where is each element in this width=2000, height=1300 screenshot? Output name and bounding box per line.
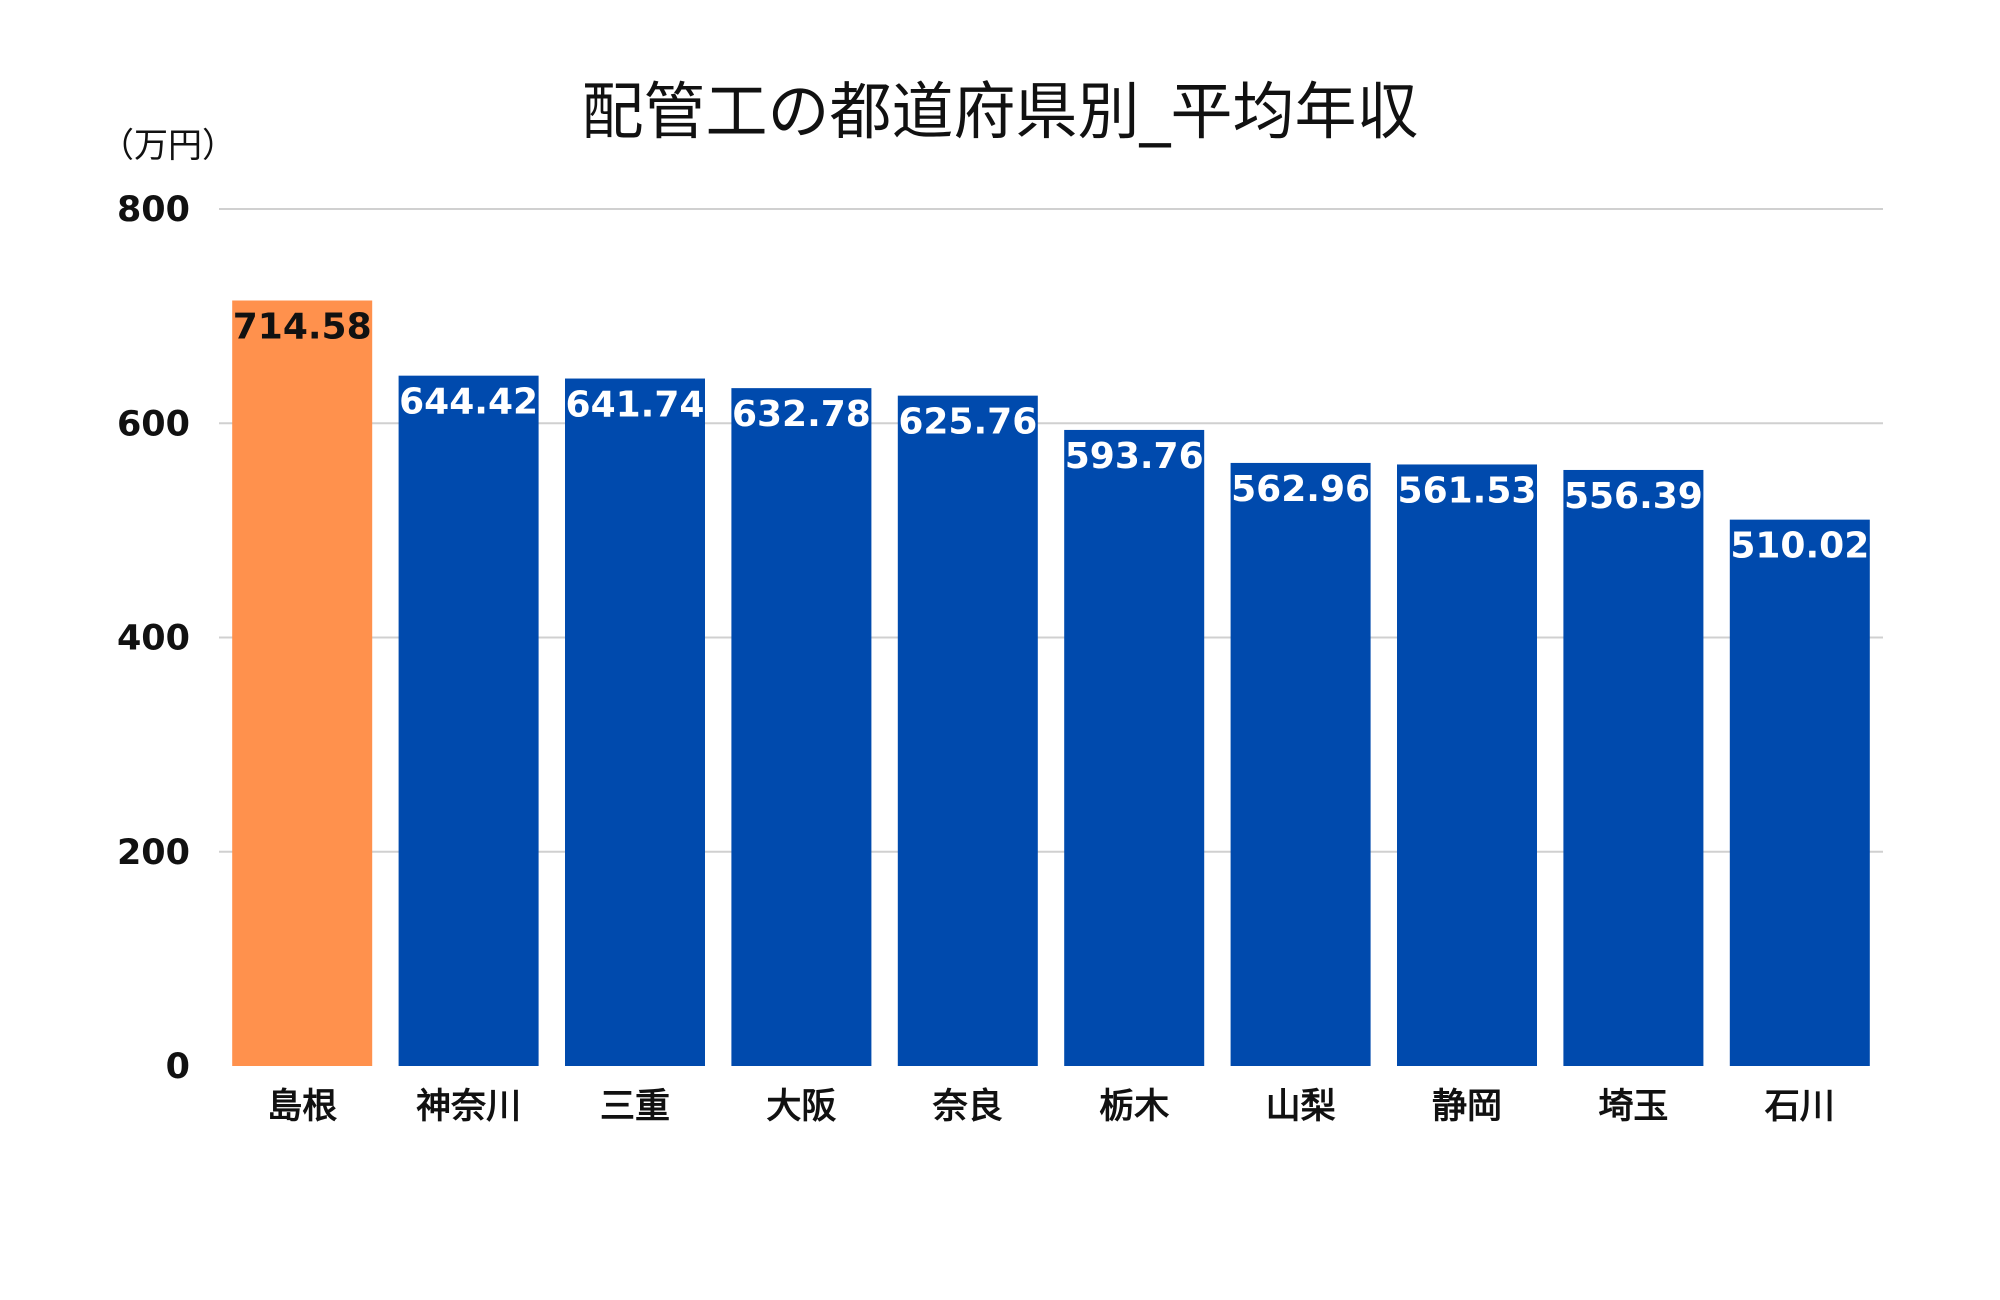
x-tick-label: 埼玉 (1598, 1087, 1668, 1127)
data-label: 593.76 (1065, 436, 1204, 477)
y-tick-label: 800 (117, 190, 190, 230)
bar-栃木 (1064, 429, 1205, 1067)
data-label: 562.96 (1231, 469, 1370, 510)
data-label: 561.53 (1398, 470, 1537, 511)
x-tick-label: 三重 (600, 1087, 670, 1127)
bar-埼玉 (1563, 469, 1704, 1066)
data-label: 510.02 (1730, 526, 1869, 567)
x-tick-label: 島根 (267, 1087, 337, 1127)
y-tick-label: 200 (117, 833, 190, 873)
y-axis-unit-label: （万円） (100, 126, 236, 166)
data-label: 714.58 (233, 307, 372, 348)
y-tick-label: 0 (166, 1047, 190, 1087)
x-tick-label: 大阪 (766, 1087, 836, 1127)
bar-大阪 (731, 388, 872, 1067)
bar-石川 (1729, 519, 1870, 1066)
x-tick-label: 栃木 (1099, 1087, 1169, 1127)
y-tick-label: 600 (117, 404, 190, 444)
bar-山梨 (1230, 462, 1371, 1067)
data-labels: 714.58 644.42 641.74 632.78 625.76 593.76 562.… (233, 307, 1870, 567)
data-label: 641.74 (566, 385, 705, 426)
data-label: 632.78 (732, 394, 871, 435)
x-tick-label: 山梨 (1266, 1087, 1336, 1127)
bar-神奈川 (398, 375, 539, 1067)
data-label: 625.76 (898, 402, 1037, 443)
bars (232, 300, 1870, 1067)
bar-三重 (565, 378, 705, 1066)
x-tick-label: 神奈川 (416, 1087, 521, 1127)
bar-静岡 (1397, 464, 1537, 1066)
y-tick-label: 400 (117, 619, 190, 659)
x-tick-label: 石川 (1765, 1087, 1835, 1127)
x-axis-ticks: 島根 神奈川 三重 大阪 奈良 栃木 山梨 静岡 埼玉 石川 (267, 1087, 1835, 1127)
data-label: 556.39 (1564, 476, 1703, 517)
y-axis-ticks: 0 200 400 600 800 (117, 190, 190, 1087)
chart-title: 配管工の都道府県別_平均年収 (581, 75, 1418, 148)
x-tick-label: 奈良 (932, 1087, 1003, 1127)
x-tick-label: 静岡 (1432, 1087, 1502, 1127)
data-label: 644.42 (399, 382, 538, 423)
bar-奈良 (897, 395, 1038, 1066)
bar-島根 (232, 300, 373, 1066)
